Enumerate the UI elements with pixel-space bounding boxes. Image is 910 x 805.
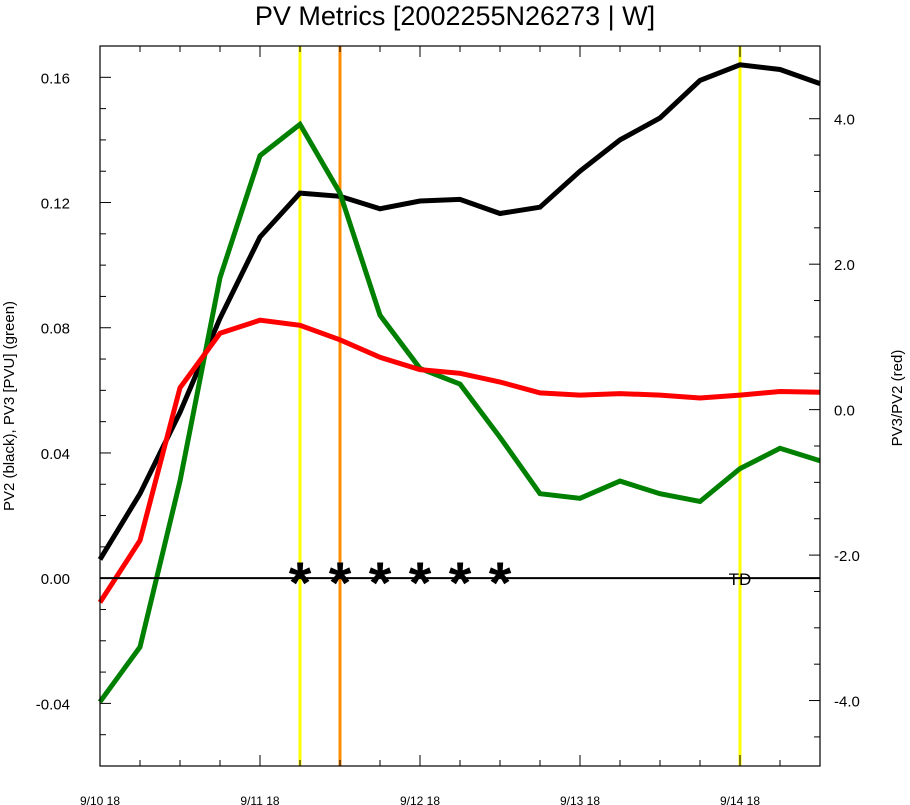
star-marker-1: *: [289, 551, 312, 616]
left-tick-label: -0.04: [36, 696, 70, 713]
left-tick-label: 0.08: [41, 321, 70, 338]
x-tick-label: 9/13 18: [560, 794, 600, 805]
series-line-2: [97, 120, 821, 704]
left-tick-label: 0.12: [41, 196, 70, 213]
right-tick-label: 4.0: [834, 112, 855, 129]
plot-frame: [99, 45, 821, 767]
right-tick-label: -2.0: [834, 548, 860, 565]
x-tick-label: 9/12 18: [400, 794, 440, 805]
series-line-3: [97, 317, 821, 604]
x-tick-label: 9/11 18: [240, 794, 279, 805]
markers-group: * * * * * * TD: [289, 551, 752, 616]
annotation-text-1: TD: [729, 570, 752, 589]
left-tick-label: 0.00: [41, 571, 70, 588]
star-marker-6: *: [489, 551, 512, 616]
x-tick-label: 9/14 18: [720, 794, 760, 805]
left-tick-label: 0.04: [41, 446, 70, 463]
series-group: [97, 62, 821, 704]
right-tick-label: 2.0: [834, 257, 855, 274]
right-tick-label: 0.0: [834, 403, 855, 420]
star-marker-2: *: [329, 551, 352, 616]
ticks-group: -0.04 0.00 0.04 0.08 0.12 0.16 -4.0 -2.0 0.0 2.0 4…: [36, 45, 860, 805]
left-tick-label: 0.16: [41, 70, 70, 87]
chart-title: PV Metrics [2002255N26273 | W]: [254, 1, 656, 31]
x-tick-label: 9/10 18: [80, 794, 120, 805]
series-line-1: [97, 62, 821, 561]
star-marker-5: *: [449, 551, 472, 616]
right-axis-label: PV3/PV2 (red): [889, 350, 906, 447]
star-marker-4: *: [409, 551, 432, 616]
vertical-lines-group: [298, 46, 742, 766]
left-axis-label: PV2 (black), PV3 [PVU] (green): [1, 301, 18, 511]
star-marker-3: *: [369, 551, 392, 616]
right-tick-label: -4.0: [834, 694, 860, 711]
